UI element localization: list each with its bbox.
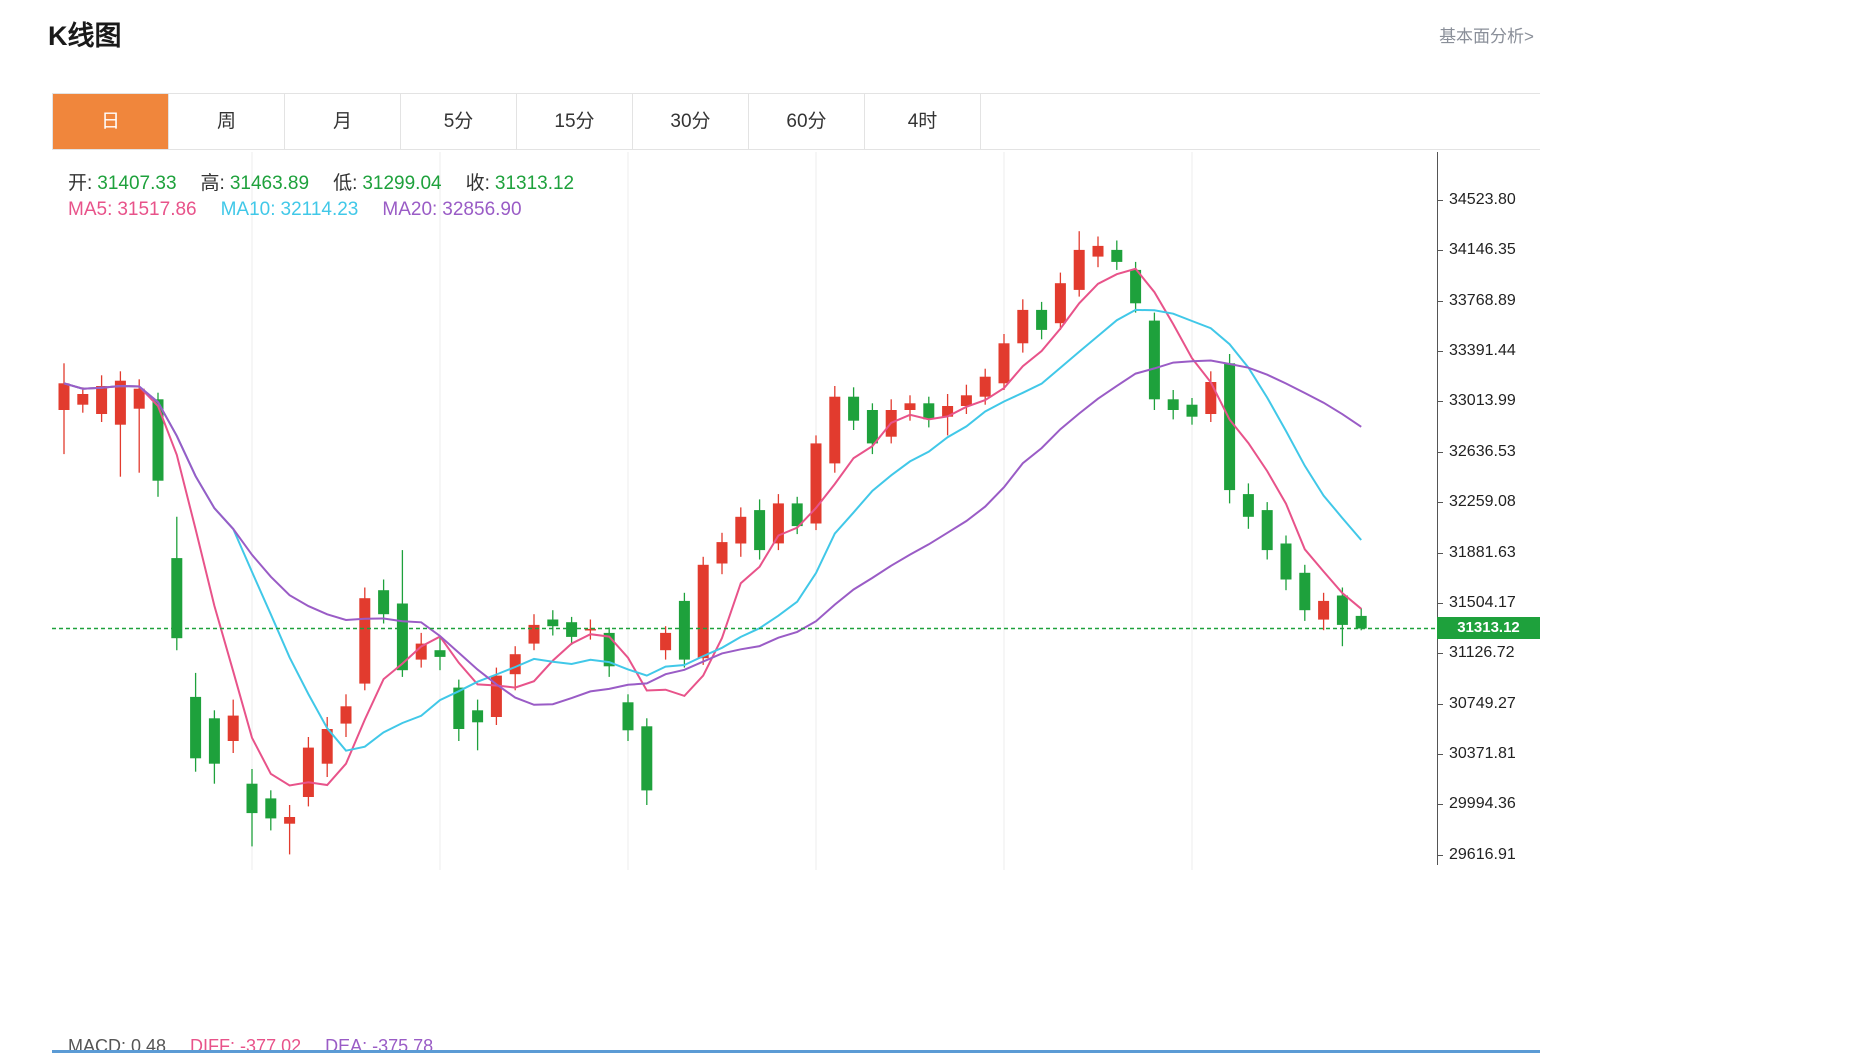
y-axis-tick bbox=[1437, 703, 1443, 705]
y-axis-label: 33391.44 bbox=[1449, 342, 1516, 360]
tab-30分[interactable]: 30分 bbox=[633, 94, 749, 149]
y-axis-line bbox=[1437, 152, 1438, 865]
candlestick-chart[interactable] bbox=[52, 152, 1437, 870]
page-title: K线图 bbox=[48, 21, 122, 51]
macd-pane-divider bbox=[52, 1050, 1540, 1053]
ohlc-legend-item: 收: 31313.12 bbox=[465, 173, 575, 194]
tab-60分[interactable]: 60分 bbox=[749, 94, 865, 149]
macd-legend-item: DIFF: -377.02 bbox=[190, 1036, 302, 1056]
y-axis-tick bbox=[1437, 250, 1443, 252]
y-axis-tick bbox=[1437, 552, 1443, 554]
y-axis-label: 31881.63 bbox=[1449, 543, 1516, 561]
tab-5分[interactable]: 5分 bbox=[401, 94, 517, 149]
y-axis-label: 32259.08 bbox=[1449, 493, 1516, 511]
y-axis-label: 30749.27 bbox=[1449, 694, 1516, 712]
macd-legend-item: DEA: -375.78 bbox=[325, 1036, 434, 1056]
y-axis-label: 31126.72 bbox=[1449, 644, 1515, 662]
tab-周[interactable]: 周 bbox=[169, 94, 285, 149]
y-axis-label: 34146.35 bbox=[1449, 241, 1516, 259]
ohlc-legend-item: 高: 31463.89 bbox=[200, 173, 310, 194]
period-tab-bar: 日周月 5分 15分 30分 60分 4时 bbox=[52, 93, 1540, 150]
fundamental-analysis-link[interactable]: 基本面分析> bbox=[1439, 27, 1534, 46]
y-axis-tick bbox=[1437, 300, 1443, 302]
y-axis-tick bbox=[1437, 754, 1443, 756]
y-axis-tick bbox=[1437, 804, 1443, 806]
y-axis-tick bbox=[1437, 502, 1443, 504]
tab-日[interactable]: 日 bbox=[53, 94, 169, 149]
y-axis-tick bbox=[1437, 451, 1443, 453]
ma-legend-item: MA10: 32114.23 bbox=[220, 199, 359, 220]
ohlc-legend: 开: 31407.33 高: 31463.89 低: 31299.04 收: 31313.12 bbox=[68, 168, 598, 195]
y-axis-tick bbox=[1437, 200, 1443, 201]
tab-4时[interactable]: 4时 bbox=[865, 94, 981, 149]
ma-legend-item: MA20: 32856.90 bbox=[382, 199, 522, 220]
y-axis-tick bbox=[1437, 351, 1443, 353]
ohlc-legend-item: 低: 31299.04 bbox=[333, 173, 442, 194]
tab-15分[interactable]: 15分 bbox=[517, 94, 633, 149]
ohlc-legend-item: 开: 31407.33 bbox=[68, 173, 177, 194]
y-axis-tick bbox=[1437, 602, 1443, 604]
y-axis-label: 30371.81 bbox=[1449, 745, 1516, 763]
y-axis-label: 33013.99 bbox=[1449, 392, 1516, 410]
y-axis-tick bbox=[1437, 401, 1443, 403]
y-axis-label: 31504.17 bbox=[1449, 593, 1516, 611]
current-price-badge: 31313.12 bbox=[1437, 617, 1540, 640]
y-axis-label: 29616.91 bbox=[1449, 845, 1516, 863]
ma-legend: MA5: 31517.86 MA10: 32114.23 MA20: 32856.90 bbox=[68, 199, 546, 221]
ma-legend-item: MA5: 31517.86 bbox=[68, 199, 197, 220]
tab-月[interactable]: 月 bbox=[285, 94, 401, 149]
macd-legend-item: MACD: 0.48 bbox=[68, 1036, 167, 1056]
y-axis-label: 33768.89 bbox=[1449, 291, 1516, 309]
y-axis-label: 34523.80 bbox=[1449, 191, 1516, 208]
macd-legend: MACD: 0.48 DIFF: -377.02 DEA: -375.78 bbox=[68, 1036, 457, 1057]
y-axis-tick bbox=[1437, 854, 1443, 856]
y-axis-label: 29994.36 bbox=[1449, 795, 1516, 813]
y-axis-tick bbox=[1437, 653, 1443, 655]
y-axis-label: 32636.53 bbox=[1449, 442, 1516, 460]
